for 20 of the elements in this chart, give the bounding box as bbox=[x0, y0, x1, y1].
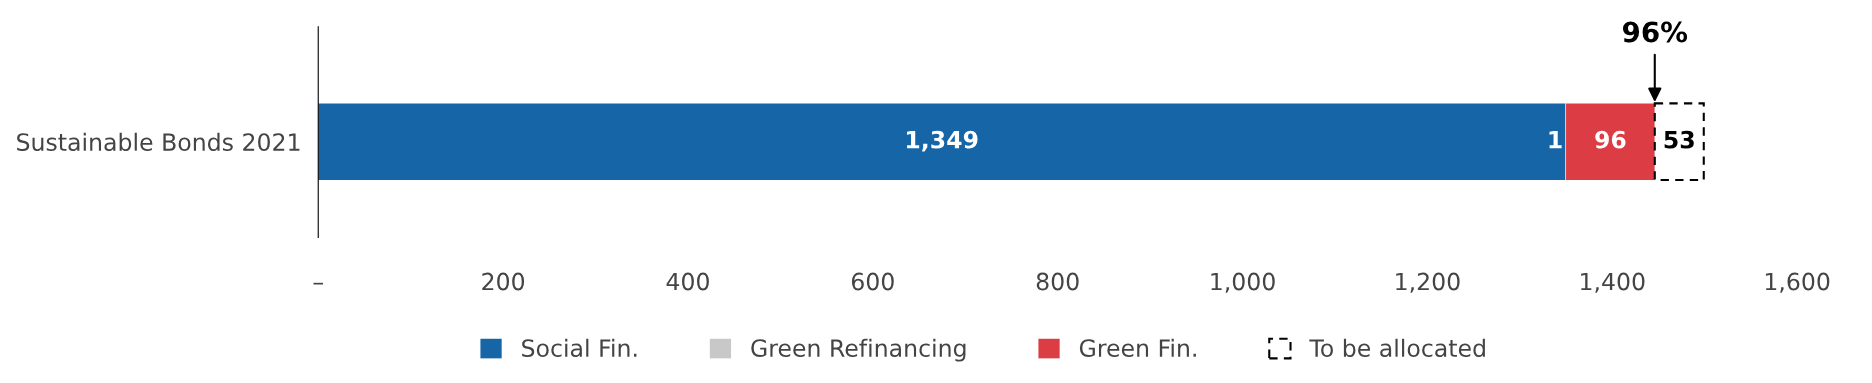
legend-label: To be allocated bbox=[1309, 338, 1485, 358]
x-tick-label: 200 bbox=[482, 272, 525, 291]
legend-label: Green Fin. bbox=[1079, 338, 1196, 358]
x-tick-label: 400 bbox=[666, 272, 709, 291]
y-tick-label: Sustainable Bonds 2021 bbox=[17, 132, 300, 152]
legend-label: Green Refinancing bbox=[751, 338, 966, 362]
x-tick-label: 1,600 bbox=[1765, 272, 1830, 293]
x-tick-label: – bbox=[313, 282, 323, 285]
x-tick-label: 1,200 bbox=[1396, 272, 1460, 293]
annotation: 96% bbox=[1622, 21, 1688, 43]
data-label: 53 bbox=[1664, 130, 1694, 149]
data-label: 1,349 bbox=[907, 130, 978, 152]
x-tick-label: 1,400 bbox=[1581, 272, 1645, 293]
x-tick-label: 800 bbox=[1036, 272, 1079, 291]
x-tick-label: 1,000 bbox=[1211, 272, 1275, 293]
legend-label: Social Fin. bbox=[522, 338, 637, 358]
data-label: 96 bbox=[1595, 130, 1626, 149]
data-label: 1 bbox=[1549, 131, 1562, 149]
x-tick-label: 600 bbox=[851, 272, 894, 291]
bar bbox=[1566, 103, 1655, 181]
